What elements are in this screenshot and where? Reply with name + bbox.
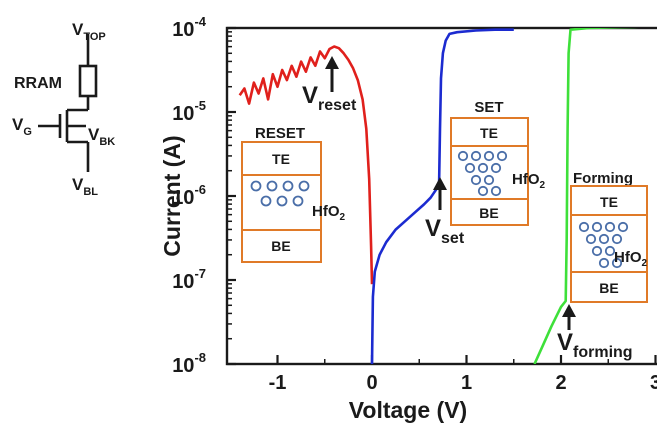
y-tick-label: 10-8	[172, 350, 206, 377]
forming-be-label: BE	[599, 280, 618, 296]
y-tick-label: 10-5	[172, 98, 206, 125]
set-title: SET	[474, 99, 503, 116]
reset-title: RESET	[255, 125, 305, 142]
x-tick-label: 3	[650, 372, 657, 394]
vbl-label: VBL	[72, 175, 98, 198]
inset-reset: RESET TE BE HfO2	[241, 125, 346, 263]
vtop-label: VTOP	[72, 20, 106, 43]
forming-te-label: TE	[600, 194, 618, 210]
x-tick-label: 0	[366, 372, 377, 394]
reset-cell	[241, 141, 322, 263]
reset-be-label: BE	[271, 238, 290, 254]
reset-vacancies	[250, 180, 310, 207]
forming-oxide-label: HfO2	[614, 249, 648, 269]
svg-text:Vset: Vset	[425, 215, 465, 247]
series-line-forming	[533, 28, 639, 364]
forming-title: Forming	[573, 170, 633, 187]
inset-set: SET TE BE HfO2	[450, 99, 546, 226]
forming-filament	[578, 221, 629, 269]
vbk-label: VBK	[88, 125, 115, 148]
reset-te-label: TE	[272, 151, 290, 167]
rram-label: RRAM	[14, 75, 62, 92]
set-filament	[457, 150, 508, 197]
x-tick-label: 1	[461, 372, 472, 394]
inset-forming: Forming TE BE HfO2	[570, 170, 648, 303]
set-cell	[450, 117, 529, 226]
circuit-labels: VTOP RRAM VG VBK VBL	[12, 20, 115, 198]
svg-text:Vforming: Vforming	[557, 329, 633, 361]
annotation-v-forming: Vforming	[557, 304, 633, 361]
rram-element	[78, 64, 98, 98]
set-oxide-label: HfO2	[512, 171, 546, 191]
x-axis-title: Voltage (V)	[349, 397, 467, 423]
svg-text:Vreset: Vreset	[302, 82, 357, 114]
y-axis-title: Current (A)	[159, 135, 185, 256]
y-tick-label: 10-6	[172, 182, 206, 209]
x-axis: -1 0 1 2 3	[269, 355, 657, 394]
y-axis: 10-4 10-5 10-6 10-7 10-8	[172, 14, 236, 377]
annotation-v-set: Vset	[425, 177, 465, 247]
y-tick-label: 10-4	[172, 14, 207, 41]
series-line-reset	[238, 45, 374, 285]
x-tick-label: -1	[269, 372, 287, 394]
x-tick-label: 2	[555, 372, 566, 394]
set-be-label: BE	[479, 205, 498, 221]
y-tick-label: 10-7	[172, 266, 206, 293]
reset-oxide-label: HfO2	[312, 203, 346, 223]
circuit-schematic	[38, 34, 98, 172]
forming-cell	[570, 185, 648, 303]
set-te-label: TE	[480, 125, 498, 141]
annotation-v-reset: Vreset	[302, 56, 357, 114]
vg-label: VG	[12, 115, 32, 138]
